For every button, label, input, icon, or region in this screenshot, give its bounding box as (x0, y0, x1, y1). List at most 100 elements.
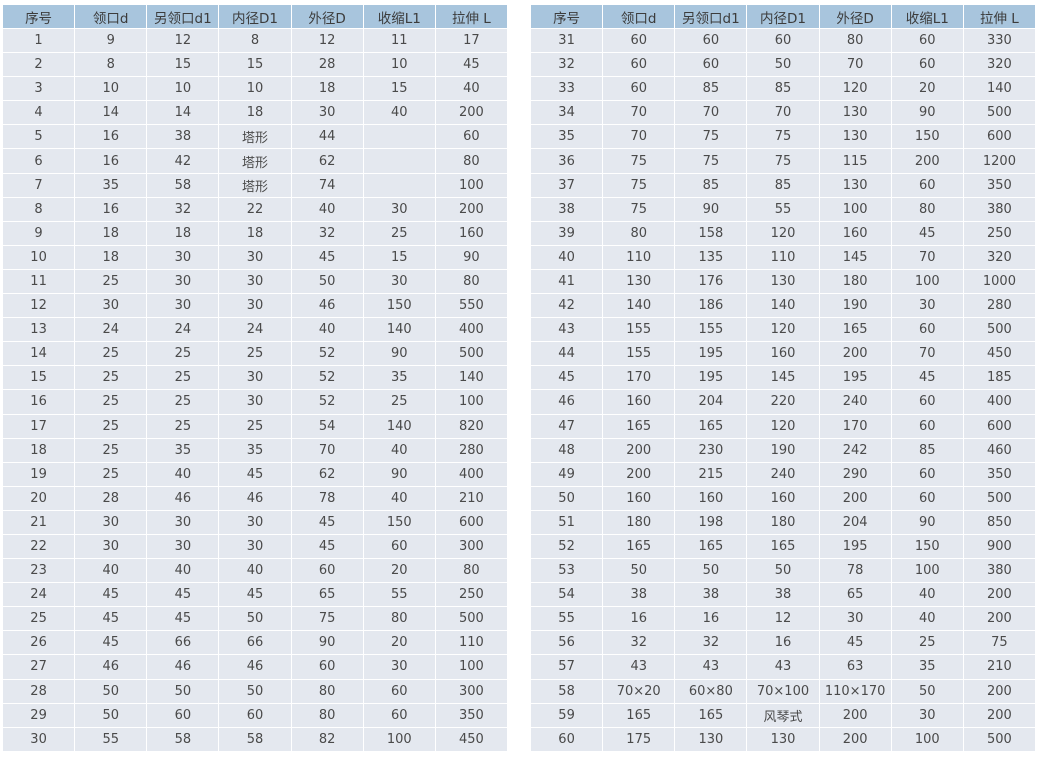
cell-alt-collar-d1: 176 (674, 268, 748, 295)
cell-inner-diameter-d1: 30 (218, 268, 292, 295)
table-row: 7 35 58 塔形 74 100 (1, 172, 509, 198)
cell-alt-collar-d1: 155 (674, 317, 748, 343)
cell-shrink-l1: 20 (890, 76, 964, 102)
cell-index: 19 (1, 461, 76, 487)
cell-index: 14 (1, 341, 76, 367)
cell-outer-diameter-d: 40 (290, 317, 364, 343)
cell-collar-d: 45 (74, 630, 148, 656)
table-row: 12 30 30 30 46 150 550 (1, 293, 509, 319)
cell-index: 47 (529, 413, 604, 439)
cell-index: 48 (529, 437, 604, 463)
cell-alt-collar-d1: 66 (146, 630, 220, 656)
cell-stretch-l: 100 (434, 172, 509, 198)
cell-stretch-l: 200 (434, 100, 509, 126)
cell-alt-collar-d1: 40 (146, 461, 220, 487)
cell-stretch-l: 600 (962, 124, 1037, 150)
cell-index: 22 (1, 533, 76, 560)
cell-inner-diameter-d1: 18 (218, 100, 292, 126)
cell-collar-d: 80 (602, 220, 676, 246)
table-row: 5 16 38 塔形 44 60 (1, 124, 509, 150)
column-header-outer-diameter-d: 外径D (290, 4, 364, 29)
cell-index: 26 (1, 630, 76, 656)
table-row: 45 170 195 145 195 45 185 (529, 365, 1037, 391)
cell-shrink-l1: 40 (890, 582, 964, 608)
cell-inner-diameter-d1: 75 (746, 148, 820, 174)
table-row: 47 165 165 120 170 60 600 (529, 413, 1037, 439)
cell-collar-d: 75 (602, 172, 676, 198)
cell-shrink-l1: 70 (890, 341, 964, 367)
cell-stretch-l: 850 (962, 509, 1037, 535)
cell-collar-d: 60 (602, 27, 676, 54)
table-row: 57 43 43 43 63 35 210 (529, 654, 1037, 680)
cell-collar-d: 30 (74, 533, 148, 560)
cell-stretch-l: 185 (962, 365, 1037, 391)
cell-index: 18 (1, 437, 76, 463)
cell-index: 4 (1, 100, 76, 126)
table-row: 29 50 60 60 80 60 350 (1, 702, 509, 728)
cell-shrink-l1: 85 (890, 437, 964, 463)
table-row: 33 60 85 85 120 20 140 (529, 76, 1037, 102)
cell-alt-collar-d1: 160 (674, 485, 748, 511)
cell-alt-collar-d1: 186 (674, 293, 748, 319)
cell-alt-collar-d1: 30 (146, 509, 220, 535)
cell-collar-d: 170 (602, 365, 676, 391)
cell-inner-diameter-d1: 180 (746, 509, 820, 535)
cell-stretch-l: 40 (434, 76, 509, 102)
cell-outer-diameter-d: 204 (818, 509, 892, 535)
cell-stretch-l: 400 (962, 389, 1037, 415)
table-row: 10 18 30 30 45 15 90 (1, 244, 509, 270)
column-header-collar-d: 领口d (602, 4, 676, 29)
cell-index: 60 (529, 726, 604, 752)
cell-stretch-l: 250 (962, 220, 1037, 246)
cell-inner-diameter-d1: 16 (746, 630, 820, 656)
cell-inner-diameter-d1: 30 (218, 389, 292, 415)
cell-stretch-l: 100 (434, 389, 509, 415)
cell-shrink-l1: 30 (362, 196, 436, 222)
cell-inner-diameter-d1: 25 (218, 341, 292, 367)
table-row: 18 25 35 35 70 40 280 (1, 437, 509, 463)
cell-inner-diameter-d1: 120 (746, 317, 820, 343)
cell-index: 8 (1, 196, 76, 222)
cell-stretch-l: 1200 (962, 148, 1037, 174)
cell-alt-collar-d1: 195 (674, 365, 748, 391)
cell-index: 5 (1, 124, 76, 150)
cell-alt-collar-d1: 38 (674, 582, 748, 608)
cell-alt-collar-d1: 32 (146, 196, 220, 222)
cell-outer-diameter-d: 46 (290, 293, 364, 319)
cell-shrink-l1: 10 (362, 52, 436, 78)
cell-shrink-l1: 40 (362, 100, 436, 126)
cell-inner-diameter-d1: 50 (746, 52, 820, 78)
cell-outer-diameter-d: 44 (290, 124, 364, 150)
table-row: 14 25 25 25 52 90 500 (1, 341, 509, 367)
column-header-stretch-l: 拉伸 L (434, 4, 509, 29)
cell-inner-diameter-d1: 58 (218, 726, 292, 752)
table-row: 2 8 15 15 28 10 45 (1, 52, 509, 78)
cell-outer-diameter-d: 130 (818, 100, 892, 126)
cell-outer-diameter-d: 100 (818, 196, 892, 222)
cell-shrink-l1: 11 (362, 27, 436, 54)
header-row: 序号 领口d 另领口d1 内径D1 外径D 收缩L1 拉伸 L (1, 4, 509, 29)
cell-alt-collar-d1: 195 (674, 341, 748, 367)
cell-inner-diameter-d1: 140 (746, 293, 820, 319)
cell-outer-diameter-d: 70 (290, 437, 364, 463)
cell-stretch-l: 80 (434, 268, 509, 295)
cell-stretch-l: 210 (434, 485, 509, 511)
cell-shrink-l1: 80 (362, 606, 436, 632)
cell-shrink-l1: 90 (362, 461, 436, 487)
cell-alt-collar-d1: 45 (146, 582, 220, 608)
cell-index: 25 (1, 606, 76, 632)
cell-collar-d: 38 (602, 582, 676, 608)
cell-alt-collar-d1: 24 (146, 317, 220, 343)
cell-shrink-l1: 100 (890, 268, 964, 295)
cell-outer-diameter-d: 165 (818, 317, 892, 343)
table-row: 39 80 158 120 160 45 250 (529, 220, 1037, 246)
cell-index: 21 (1, 509, 76, 535)
cell-index: 58 (529, 678, 604, 704)
cell-outer-diameter-d: 54 (290, 413, 364, 439)
cell-collar-d: 75 (602, 148, 676, 174)
table-row: 32 60 60 50 70 60 320 (529, 52, 1037, 78)
cell-inner-diameter-d1: 75 (746, 124, 820, 150)
cell-collar-d: 43 (602, 654, 676, 680)
table-row: 36 75 75 75 115 200 1200 (529, 148, 1037, 174)
cell-stretch-l: 80 (434, 558, 509, 584)
